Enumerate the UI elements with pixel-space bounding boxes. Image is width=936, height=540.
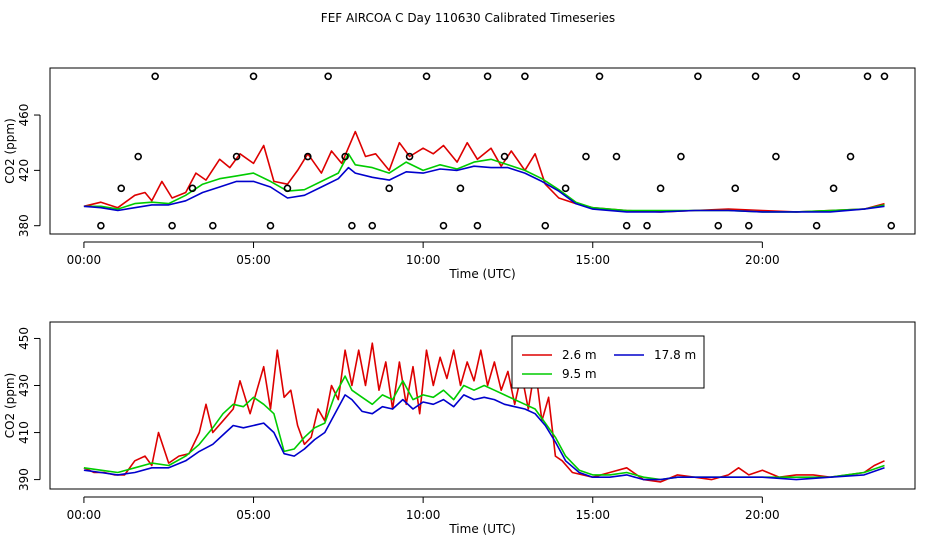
data-point-marker	[341, 152, 349, 161]
y-tick-label: 380	[17, 214, 31, 237]
figure-title: FEF AIRCOA C Day 110630 Calibrated Times…	[321, 11, 615, 25]
data-point-marker	[812, 221, 821, 230]
data-point-marker	[561, 184, 570, 193]
data-point-marker	[622, 221, 631, 230]
y-tick-label: 390	[17, 468, 31, 491]
data-point-marker	[846, 152, 855, 161]
top-panel: 00:00 05:00 10:00 15:00 20:00 Time (UTC) 380 42…	[3, 67, 916, 281]
data-point-marker	[863, 72, 872, 81]
data-point-marker	[385, 184, 394, 193]
series-line-17-8-m	[83, 394, 885, 481]
data-point-marker	[456, 184, 465, 193]
data-point-marker	[714, 221, 723, 230]
data-point-marker	[209, 221, 217, 230]
data-point-marker	[188, 184, 197, 193]
data-point-marker	[439, 221, 448, 230]
y-tick-label: 460	[17, 104, 31, 127]
x-tick-label: 10:00	[406, 508, 441, 522]
data-point-marker	[97, 221, 105, 230]
data-point-marker	[643, 221, 651, 230]
y-axis-label: CO2 (ppm)	[3, 373, 17, 439]
x-tick-label: 05:00	[236, 253, 271, 267]
legend: 2.6 m 17.8 m 9.5 m	[511, 335, 705, 389]
data-point-marker	[656, 184, 665, 193]
data-point-marker	[304, 152, 312, 161]
x-tick-label: 00:00	[67, 508, 102, 522]
data-point-marker	[744, 221, 753, 230]
series-line-9-5-m	[83, 153, 885, 213]
x-tick-label: 20:00	[745, 508, 780, 522]
data-point-marker	[249, 72, 258, 81]
data-point-marker	[151, 72, 159, 81]
data-point-marker	[541, 221, 550, 230]
y-tick-label: 420	[17, 159, 31, 182]
plot-frame	[49, 67, 916, 235]
plot-frame	[49, 321, 916, 490]
x-axis-label: Time (UTC)	[448, 522, 515, 536]
bottom-panel: 00:00 05:00 10:00 15:00 20:00 Time (UTC) 390 41…	[3, 321, 916, 536]
data-point-marker	[521, 72, 529, 81]
x-tick-label: 10:00	[406, 253, 441, 267]
data-point-marker	[134, 152, 142, 161]
legend-box	[511, 335, 705, 389]
x-tick-label: 05:00	[236, 508, 271, 522]
legend-label: 2.6 m	[562, 348, 597, 362]
data-point-marker	[405, 152, 414, 161]
data-point-marker	[368, 221, 377, 230]
data-point-marker	[595, 72, 604, 81]
series-line-9-5-m	[83, 375, 885, 481]
y-tick-label: 450	[17, 327, 31, 350]
data-point-marker	[772, 152, 780, 161]
x-tick-label: 15:00	[575, 253, 610, 267]
data-point-marker	[117, 184, 126, 193]
data-point-marker	[168, 221, 176, 230]
data-point-marker	[473, 221, 482, 230]
data-point-marker	[612, 152, 621, 161]
data-point-marker	[283, 184, 292, 193]
data-point-marker	[483, 72, 492, 81]
data-point-marker	[582, 152, 590, 161]
data-point-marker	[422, 72, 431, 81]
y-axis-label: CO2 (ppm)	[3, 118, 17, 184]
x-tick-label: 00:00	[67, 253, 102, 267]
data-point-marker	[792, 72, 801, 81]
legend-label: 9.5 m	[562, 367, 597, 381]
data-point-marker	[694, 72, 702, 81]
x-tick-label: 15:00	[575, 508, 610, 522]
data-point-marker	[880, 72, 889, 81]
legend-label: 17.8 m	[654, 348, 696, 362]
data-point-marker	[731, 184, 740, 193]
data-point-marker	[677, 152, 685, 161]
data-point-marker	[829, 184, 838, 193]
x-axis-label: Time (UTC)	[448, 267, 515, 281]
data-point-marker	[751, 72, 760, 81]
series-line-2-6-m	[83, 342, 885, 483]
series-line-2-6-m	[83, 130, 885, 213]
data-point-marker	[887, 221, 896, 230]
series-line-17-8-m	[83, 165, 885, 213]
x-tick-label: 20:00	[745, 253, 780, 267]
data-point-marker	[324, 72, 332, 81]
data-point-marker	[500, 152, 509, 161]
data-point-marker	[266, 221, 275, 230]
data-point-marker	[348, 221, 356, 230]
y-tick-label: 430	[17, 374, 31, 397]
y-tick-label: 410	[17, 421, 31, 444]
data-point-marker	[232, 152, 241, 161]
